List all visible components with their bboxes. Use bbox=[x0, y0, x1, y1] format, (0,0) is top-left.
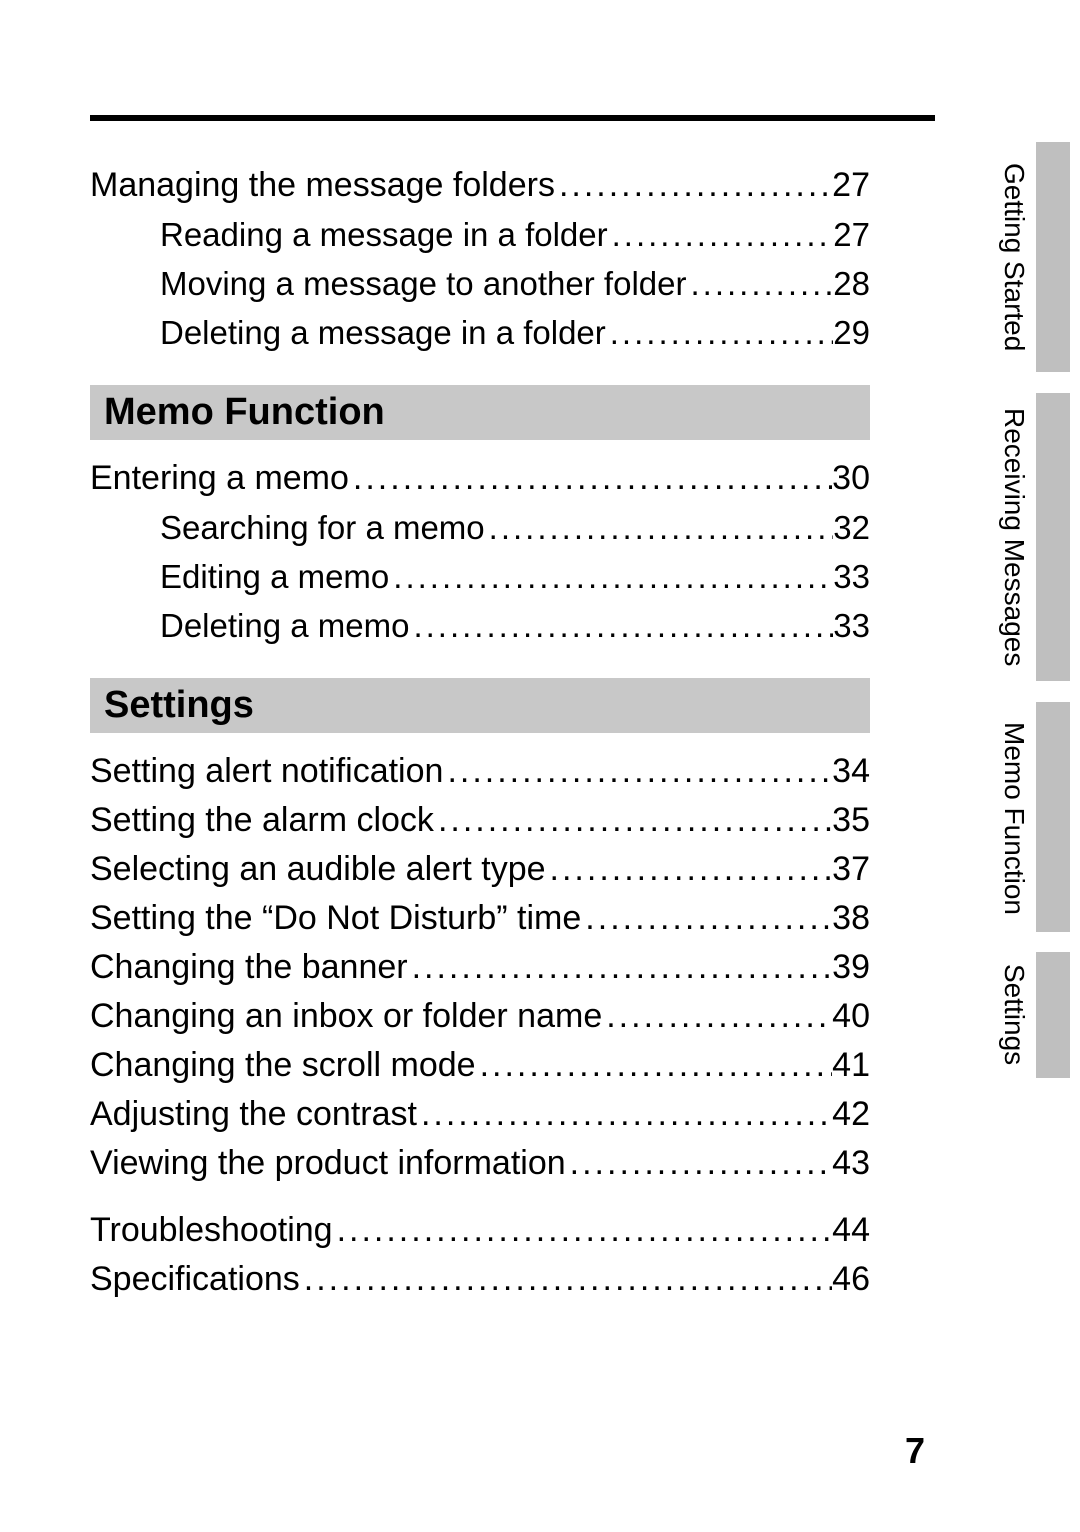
toc-entry: Managing the message folders ...........… bbox=[90, 161, 870, 210]
toc-content: Managing the message folders ...........… bbox=[90, 161, 870, 1304]
toc-dot-leader: ........................................… bbox=[485, 503, 834, 552]
side-tab-bar bbox=[1036, 393, 1070, 681]
toc-dot-leader: ........................................… bbox=[408, 943, 833, 992]
toc-entry-page: 37 bbox=[832, 845, 870, 894]
manual-page: Managing the message folders ...........… bbox=[0, 0, 1080, 1532]
page-number: 7 bbox=[905, 1430, 925, 1472]
toc-entry-page: 33 bbox=[833, 552, 870, 601]
toc-entry-text: Moving a message to another folder bbox=[160, 259, 686, 308]
toc-entry-page: 28 bbox=[833, 259, 870, 308]
toc-entry-text: Adjusting the contrast bbox=[90, 1090, 417, 1139]
toc-dot-leader: ........................................… bbox=[686, 259, 833, 308]
side-tab-label: Settings bbox=[998, 956, 1030, 1074]
toc-entry-page: 35 bbox=[832, 796, 870, 845]
toc-entry-page: 40 bbox=[832, 992, 870, 1041]
toc-entry: Changing the scroll mode ...............… bbox=[90, 1041, 870, 1090]
toc-entry-text: Changing the scroll mode bbox=[90, 1041, 476, 1090]
toc-entry-page: 27 bbox=[833, 210, 870, 259]
top-rule bbox=[90, 115, 935, 121]
toc-entry: Viewing the product information ........… bbox=[90, 1139, 870, 1188]
toc-entry: Setting alert notification .............… bbox=[90, 747, 870, 796]
toc-entry: Searching for a memo ...................… bbox=[90, 503, 870, 552]
toc-entry-text: Deleting a message in a folder bbox=[160, 308, 606, 357]
toc-entry: Troubleshooting ........................… bbox=[90, 1206, 870, 1255]
toc-dot-leader: ........................................… bbox=[300, 1255, 832, 1304]
toc-dot-leader: ........................................… bbox=[409, 601, 833, 650]
toc-entry: Deleting a memo ........................… bbox=[90, 601, 870, 650]
toc-entry-text: Changing the banner bbox=[90, 943, 408, 992]
toc-dot-leader: ........................................… bbox=[389, 552, 833, 601]
toc-entry: Entering a memo ........................… bbox=[90, 454, 870, 503]
toc-dot-leader: ........................................… bbox=[606, 308, 834, 357]
toc-dot-leader: ........................................… bbox=[581, 894, 832, 943]
toc-entry-text: Reading a message in a folder bbox=[160, 210, 608, 259]
toc-entry-text: Specifications bbox=[90, 1255, 300, 1304]
toc-entry-page: 27 bbox=[832, 161, 870, 210]
toc-entry-page: 33 bbox=[833, 601, 870, 650]
toc-entry-text: Setting the “Do Not Disturb” time bbox=[90, 894, 581, 943]
toc-entry: Selecting an audible alert type ........… bbox=[90, 845, 870, 894]
toc-entry-page: 30 bbox=[832, 454, 870, 503]
toc-dot-leader: ........................................… bbox=[602, 992, 832, 1041]
side-tab-bar bbox=[1036, 702, 1070, 932]
toc-dot-leader: ........................................… bbox=[566, 1139, 833, 1188]
toc-dot-leader: ........................................… bbox=[417, 1090, 832, 1139]
toc-entry-page: 34 bbox=[832, 747, 870, 796]
toc-entry-text: Changing an inbox or folder name bbox=[90, 992, 602, 1041]
side-tab-bar bbox=[1036, 952, 1070, 1078]
toc-entry: Changing the banner ....................… bbox=[90, 943, 870, 992]
toc-entry-page: 41 bbox=[832, 1041, 870, 1090]
toc-entry-page: 39 bbox=[832, 943, 870, 992]
toc-entry-text: Searching for a memo bbox=[160, 503, 485, 552]
toc-entry: Changing an inbox or folder name .......… bbox=[90, 992, 870, 1041]
toc-entry-page: 44 bbox=[832, 1206, 870, 1255]
toc-entry-text: Deleting a memo bbox=[160, 601, 409, 650]
toc-entry-page: 46 bbox=[832, 1255, 870, 1304]
toc-dot-leader: ........................................… bbox=[349, 454, 832, 503]
toc-entry: Setting the alarm clock ................… bbox=[90, 796, 870, 845]
toc-entry-page: 42 bbox=[832, 1090, 870, 1139]
section-header: Memo Function bbox=[90, 385, 870, 440]
toc-entry-text: Viewing the product information bbox=[90, 1139, 566, 1188]
toc-entry-text: Managing the message folders bbox=[90, 161, 555, 210]
toc-entry: Adjusting the contrast .................… bbox=[90, 1090, 870, 1139]
toc-dot-leader: ........................................… bbox=[476, 1041, 833, 1090]
toc-entry: Setting the “Do Not Disturb” time ......… bbox=[90, 894, 870, 943]
side-tab-bar bbox=[1036, 142, 1070, 372]
toc-dot-leader: ........................................… bbox=[333, 1206, 833, 1255]
toc-entry: Specifications .........................… bbox=[90, 1255, 870, 1304]
toc-entry-page: 32 bbox=[833, 503, 870, 552]
toc-entry-text: Troubleshooting bbox=[90, 1206, 333, 1255]
toc-dot-leader: ........................................… bbox=[555, 161, 832, 210]
side-tab-label: Getting Started bbox=[998, 146, 1030, 368]
toc-entry: Deleting a message in a folder .........… bbox=[90, 308, 870, 357]
toc-dot-leader: ........................................… bbox=[443, 747, 832, 796]
toc-entry-text: Entering a memo bbox=[90, 454, 349, 503]
side-tabs: Getting Started Receiving Messages Memo Fu… bbox=[1000, 118, 1070, 1318]
toc-entry-text: Setting alert notification bbox=[90, 747, 443, 796]
toc-entry: Editing a memo .........................… bbox=[90, 552, 870, 601]
toc-entry-page: 38 bbox=[832, 894, 870, 943]
section-header: Settings bbox=[90, 678, 870, 733]
toc-entry: Reading a message in a folder ..........… bbox=[90, 210, 870, 259]
toc-dot-leader: ........................................… bbox=[434, 796, 832, 845]
toc-entry: Moving a message to another folder .....… bbox=[90, 259, 870, 308]
toc-entry-page: 29 bbox=[833, 308, 870, 357]
toc-entry-text: Selecting an audible alert type bbox=[90, 845, 546, 894]
toc-entry-text: Editing a memo bbox=[160, 552, 389, 601]
side-tab-label: Memo Function bbox=[998, 708, 1030, 928]
side-tab-label: Receiving Messages bbox=[998, 392, 1030, 682]
toc-dot-leader: ........................................… bbox=[608, 210, 834, 259]
toc-entry-page: 43 bbox=[832, 1139, 870, 1188]
toc-entry-text: Setting the alarm clock bbox=[90, 796, 434, 845]
toc-dot-leader: ........................................… bbox=[546, 845, 833, 894]
